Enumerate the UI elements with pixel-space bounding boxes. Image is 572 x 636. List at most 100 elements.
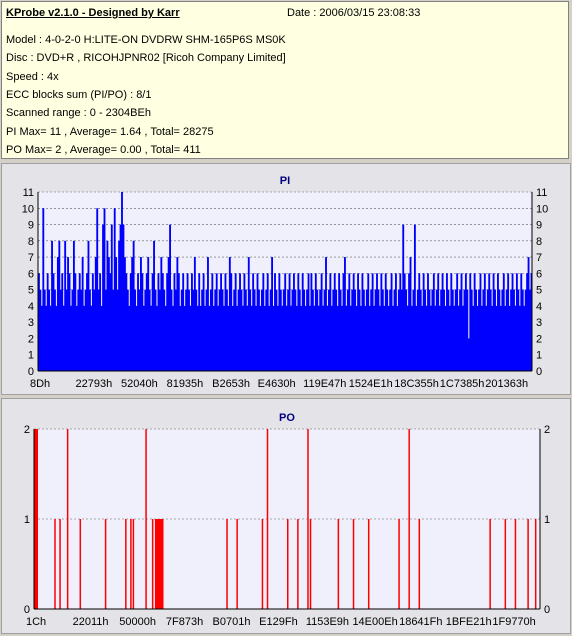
pi-bar bbox=[182, 273, 185, 371]
pi-bar bbox=[100, 305, 103, 371]
pi-bar bbox=[443, 289, 445, 371]
pi-bar bbox=[497, 273, 499, 371]
pi-bar bbox=[126, 289, 129, 371]
pi-bar bbox=[161, 273, 164, 371]
po-bar bbox=[66, 429, 69, 609]
pi-bar bbox=[348, 273, 351, 371]
y-tick-label-left: 1 bbox=[28, 350, 34, 362]
pi-bar bbox=[258, 289, 260, 371]
x-tick-label: 22011h bbox=[73, 616, 109, 628]
pi-bar bbox=[255, 305, 257, 371]
pi-bar bbox=[112, 289, 115, 371]
pi-bar bbox=[349, 305, 352, 371]
pi-bar bbox=[221, 289, 224, 371]
pi-bar bbox=[444, 305, 447, 371]
pi-bar bbox=[195, 289, 198, 371]
pi-bar bbox=[275, 289, 278, 371]
pi-bar bbox=[80, 289, 83, 371]
pi-bar bbox=[249, 289, 252, 371]
y-tick-label-left: 0 bbox=[28, 366, 34, 378]
pi-bar bbox=[285, 305, 288, 371]
pi-bar bbox=[338, 273, 341, 371]
pi-bar bbox=[153, 240, 155, 371]
x-tick-label: 8Dh bbox=[30, 378, 50, 390]
pi-bar bbox=[62, 305, 65, 371]
pi-bar bbox=[345, 305, 348, 371]
pi-bar bbox=[448, 305, 451, 371]
pi-bar bbox=[290, 305, 292, 371]
disc-line: Disc : DVD+R , RICOHJPNR02 [Ricoh Compan… bbox=[6, 52, 286, 65]
pi-bar bbox=[99, 273, 102, 371]
info-panel: KProbe v2.1.0 - Designed by Karr Date : … bbox=[1, 1, 569, 159]
pi-bar bbox=[478, 289, 480, 371]
pi-bar bbox=[234, 273, 237, 371]
pi-bar bbox=[431, 289, 434, 371]
pi-bar bbox=[49, 305, 52, 371]
pi-bar bbox=[339, 289, 342, 371]
pi-bar bbox=[517, 289, 520, 371]
pi-bar bbox=[361, 273, 364, 371]
pi-bar bbox=[129, 273, 132, 371]
pi-bar bbox=[242, 305, 244, 371]
pi-bar bbox=[333, 273, 336, 371]
pi-bar bbox=[419, 289, 422, 371]
pi-bar bbox=[59, 289, 62, 371]
pi-bar bbox=[304, 305, 307, 371]
pi-bar bbox=[89, 289, 91, 371]
pi-bar bbox=[202, 273, 205, 371]
pi-bar bbox=[438, 305, 441, 371]
pi-bar bbox=[301, 273, 304, 371]
pi-bar bbox=[470, 289, 473, 371]
y-tick-label-right: 1 bbox=[544, 514, 550, 526]
pi-bar bbox=[231, 305, 234, 371]
pi-bar bbox=[502, 273, 505, 371]
pi-bar bbox=[268, 305, 271, 371]
y-tick-label-right: 8 bbox=[536, 236, 542, 248]
pi-bar bbox=[520, 273, 523, 371]
po-bar bbox=[514, 519, 517, 609]
po-bar bbox=[157, 519, 160, 609]
pi-bar bbox=[144, 289, 147, 371]
pi-bar bbox=[504, 305, 507, 371]
pi-bar bbox=[446, 273, 448, 371]
pi-bar bbox=[325, 257, 327, 371]
y-tick-label-right: 4 bbox=[536, 301, 542, 313]
pi-bar bbox=[462, 305, 464, 371]
x-tick-label: 1C7385h bbox=[440, 378, 485, 390]
pi-bar bbox=[399, 273, 402, 371]
pi-bar bbox=[416, 289, 419, 371]
pi-bar bbox=[291, 289, 294, 371]
chart-title: PI bbox=[280, 175, 290, 187]
x-tick-label: 7F873h bbox=[166, 616, 203, 628]
y-tick-label-left: 6 bbox=[28, 268, 34, 280]
pi-bar bbox=[135, 305, 138, 371]
po-bar bbox=[151, 519, 154, 609]
pi-bar bbox=[228, 257, 231, 371]
pi-bar bbox=[294, 289, 297, 371]
pi-bar bbox=[207, 257, 209, 371]
pi-bar bbox=[115, 257, 118, 371]
x-tick-label: B2653h bbox=[212, 378, 250, 390]
pi-bar bbox=[105, 289, 107, 371]
pi-bar bbox=[233, 289, 236, 371]
x-tick-label: 1Ch bbox=[26, 616, 46, 628]
pi-bar bbox=[303, 289, 306, 371]
y-tick-label-left: 10 bbox=[22, 203, 34, 215]
pi-bar bbox=[367, 273, 370, 371]
pi-bar bbox=[46, 273, 49, 371]
x-tick-label: 18C355h bbox=[394, 378, 439, 390]
y-tick-label-left: 0 bbox=[24, 604, 30, 616]
pi-bar bbox=[214, 289, 217, 371]
pi-bar bbox=[263, 305, 266, 371]
pi-bar bbox=[169, 224, 172, 371]
x-tick-label: 1524E1h bbox=[349, 378, 393, 390]
pi-bar bbox=[456, 273, 459, 371]
x-tick-label: 81935h bbox=[167, 378, 204, 390]
pi-bar bbox=[81, 257, 84, 371]
pi-bar bbox=[360, 305, 362, 371]
pi-bar bbox=[505, 289, 508, 371]
pi-bar bbox=[118, 240, 121, 371]
range-line: Scanned range : 0 - 2304BEh bbox=[6, 107, 151, 120]
po-bar bbox=[54, 519, 56, 609]
